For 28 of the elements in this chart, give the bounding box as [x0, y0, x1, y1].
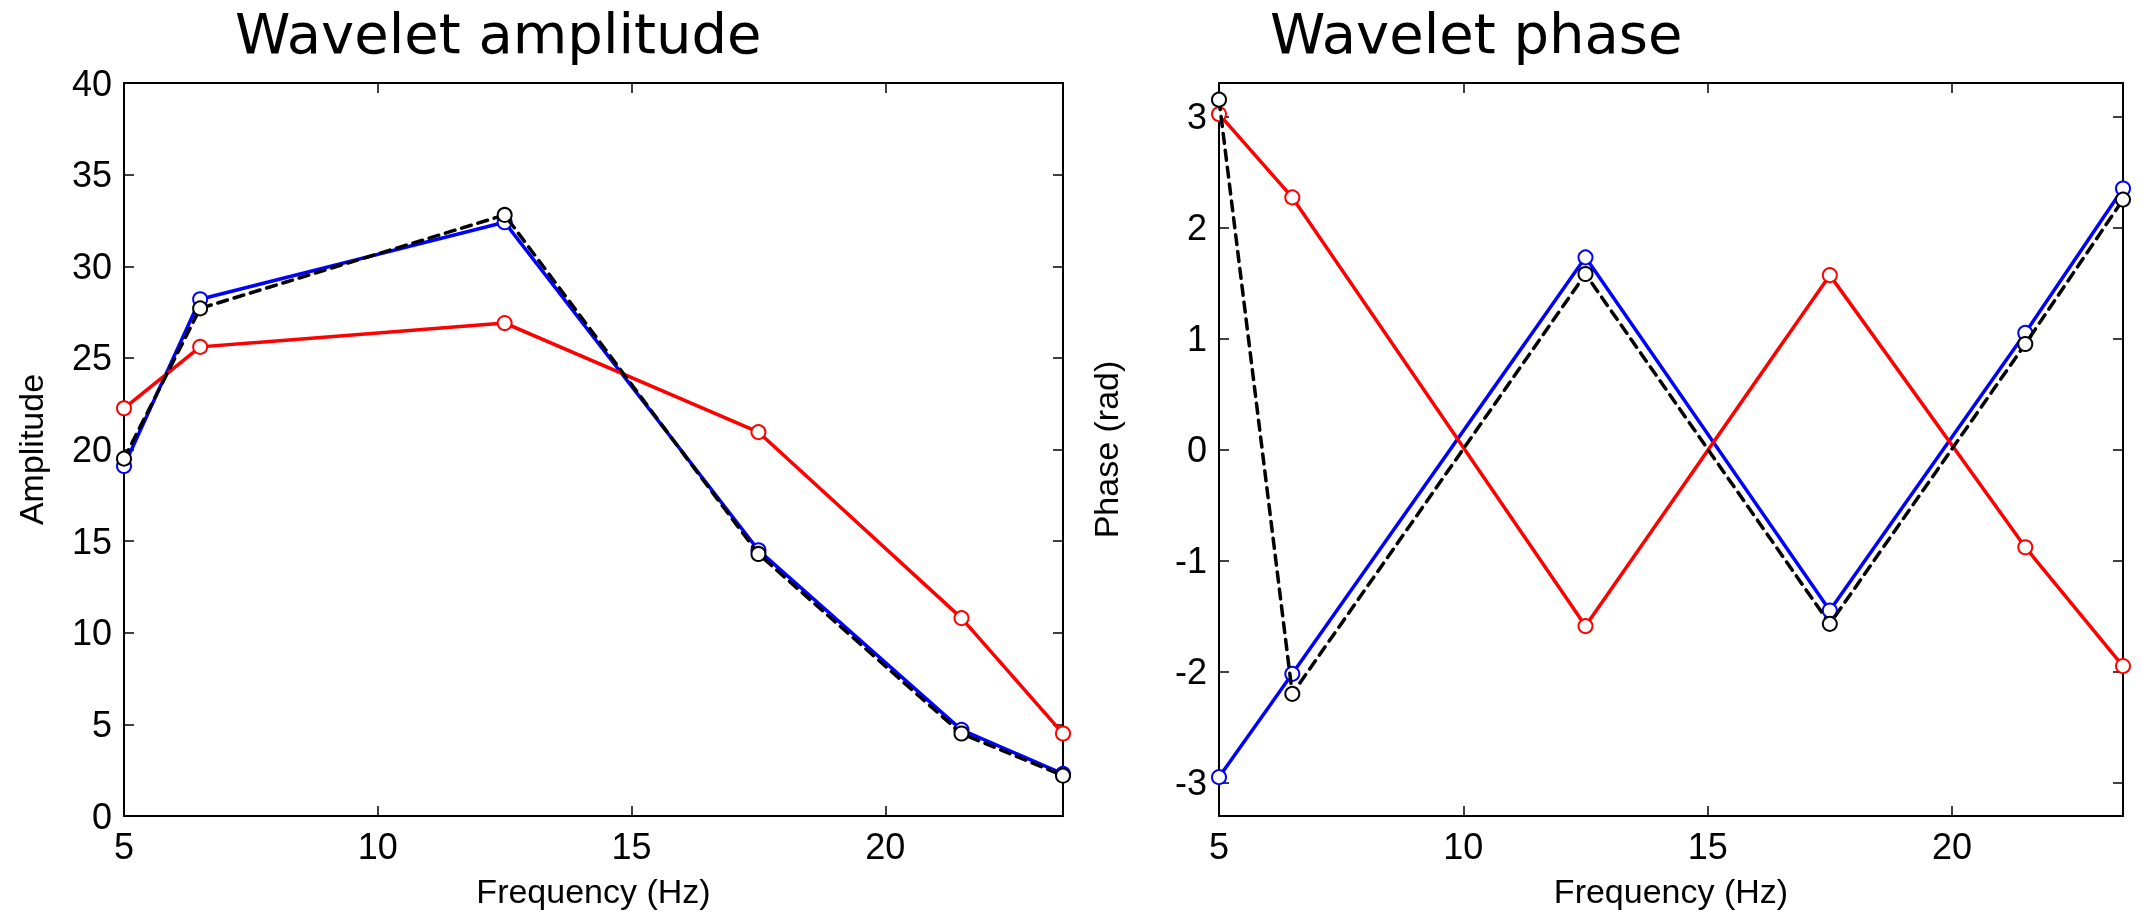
chart-title: Wavelet amplitude — [235, 0, 762, 66]
y-tick-label: 0 — [1186, 429, 1207, 470]
y-tick-label: 1 — [1186, 317, 1207, 359]
x-tick-label: 10 — [1443, 825, 1484, 867]
y-tick-label: 35 — [71, 154, 112, 196]
y-tick-label: 25 — [71, 337, 112, 379]
y-axis-title: Phase (rad) — [1087, 360, 1125, 539]
y-tick-label: 5 — [91, 703, 112, 745]
x-tick-label: 10 — [357, 825, 398, 867]
x-tick-label: 20 — [1931, 825, 1972, 867]
y-tick-label: -3 — [1174, 762, 1207, 804]
y-tick-label: 20 — [71, 429, 112, 470]
x-tick-label: 15 — [611, 825, 652, 867]
chart-title: Wavelet phase — [1270, 0, 1683, 66]
x-tick-label: 15 — [1687, 825, 1728, 867]
y-tick-label: 10 — [71, 612, 112, 654]
y-tick-label: -1 — [1174, 540, 1207, 582]
y-axis-title: Amplitude — [12, 373, 50, 526]
x-tick-label: 20 — [865, 825, 906, 867]
y-tick-label: 30 — [71, 245, 112, 287]
y-tick-label: 15 — [71, 520, 112, 562]
y-tick-label: 0 — [91, 795, 112, 837]
y-tick-label: 40 — [71, 62, 112, 104]
y-tick-label: -2 — [1174, 651, 1207, 693]
x-axis-title: Frequency (Hz) — [476, 872, 711, 910]
x-axis-title: Frequency (Hz) — [1553, 872, 1789, 910]
y-tick-label: 3 — [1186, 95, 1207, 137]
y-tick-label: 2 — [1186, 206, 1207, 248]
